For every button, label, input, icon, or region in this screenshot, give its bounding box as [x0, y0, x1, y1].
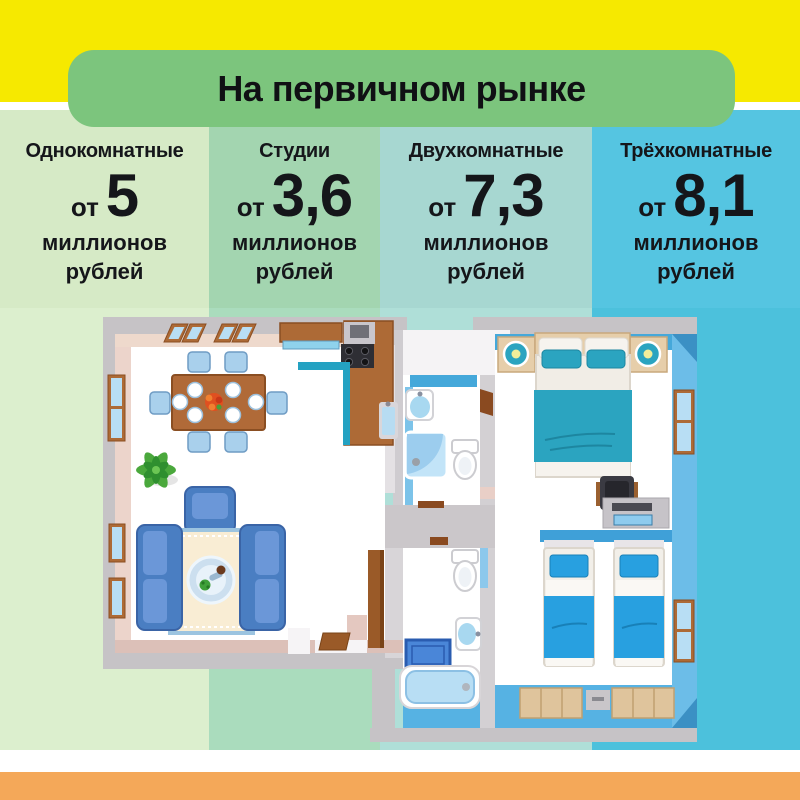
bottom-white-strip [0, 750, 800, 772]
price-value: 5 [105, 162, 139, 229]
price-card-two-room: Двухкомнатные от 7,3 миллионов рублей [380, 110, 592, 308]
bottom-orange-strip [0, 772, 800, 800]
price-unit-line2: рублей [657, 258, 735, 284]
entry-door [315, 632, 367, 653]
apartment-type-label: Двухкомнатные [408, 140, 564, 162]
sofa-set [136, 486, 286, 635]
title-banner: На первичном рынке [68, 50, 735, 127]
kitchen [279, 320, 398, 446]
desk-with-printer [596, 476, 670, 529]
apartment-type-label: Однокомнатные [25, 140, 184, 162]
dining-table [149, 351, 288, 453]
page-title: На первичном рынке [217, 67, 586, 109]
price-value: 7,3 [463, 162, 544, 229]
floor-plan-illustration [103, 317, 697, 742]
upper-bathroom [403, 330, 510, 505]
apartment-type-label: Студии [259, 140, 330, 162]
price-unit-line1: миллионов [633, 230, 759, 255]
price-value: 8,1 [673, 162, 754, 229]
price-prefix: от [236, 192, 265, 222]
left-wall-windows [107, 374, 126, 619]
price-unit-line2: рублей [65, 258, 144, 284]
price-prefix: от [70, 192, 99, 222]
price-unit-line2: рублей [447, 258, 525, 284]
skylight-windows [163, 323, 257, 343]
price-card-three-room: Трёхкомнатные от 8,1 миллионов рублей [592, 110, 800, 308]
apartment-type-label: Трёхкомнатные [620, 140, 772, 162]
potted-plant [136, 452, 178, 488]
price-unit-line2: рублей [255, 258, 334, 284]
kids-bedroom [495, 530, 695, 728]
price-value: 3,6 [271, 162, 353, 229]
price-unit-line1: миллионов [232, 230, 357, 255]
price-card-one-room: Однокомнатные от 5 миллионов рублей [0, 110, 209, 308]
price-unit-line1: миллионов [42, 230, 167, 255]
price-prefix: от [428, 192, 457, 222]
lower-bathroom [399, 548, 488, 728]
price-unit-line1: миллионов [423, 230, 549, 255]
price-card-studio: Студии от 3,6 миллионов рублей [209, 110, 380, 308]
price-prefix: от [638, 192, 667, 222]
